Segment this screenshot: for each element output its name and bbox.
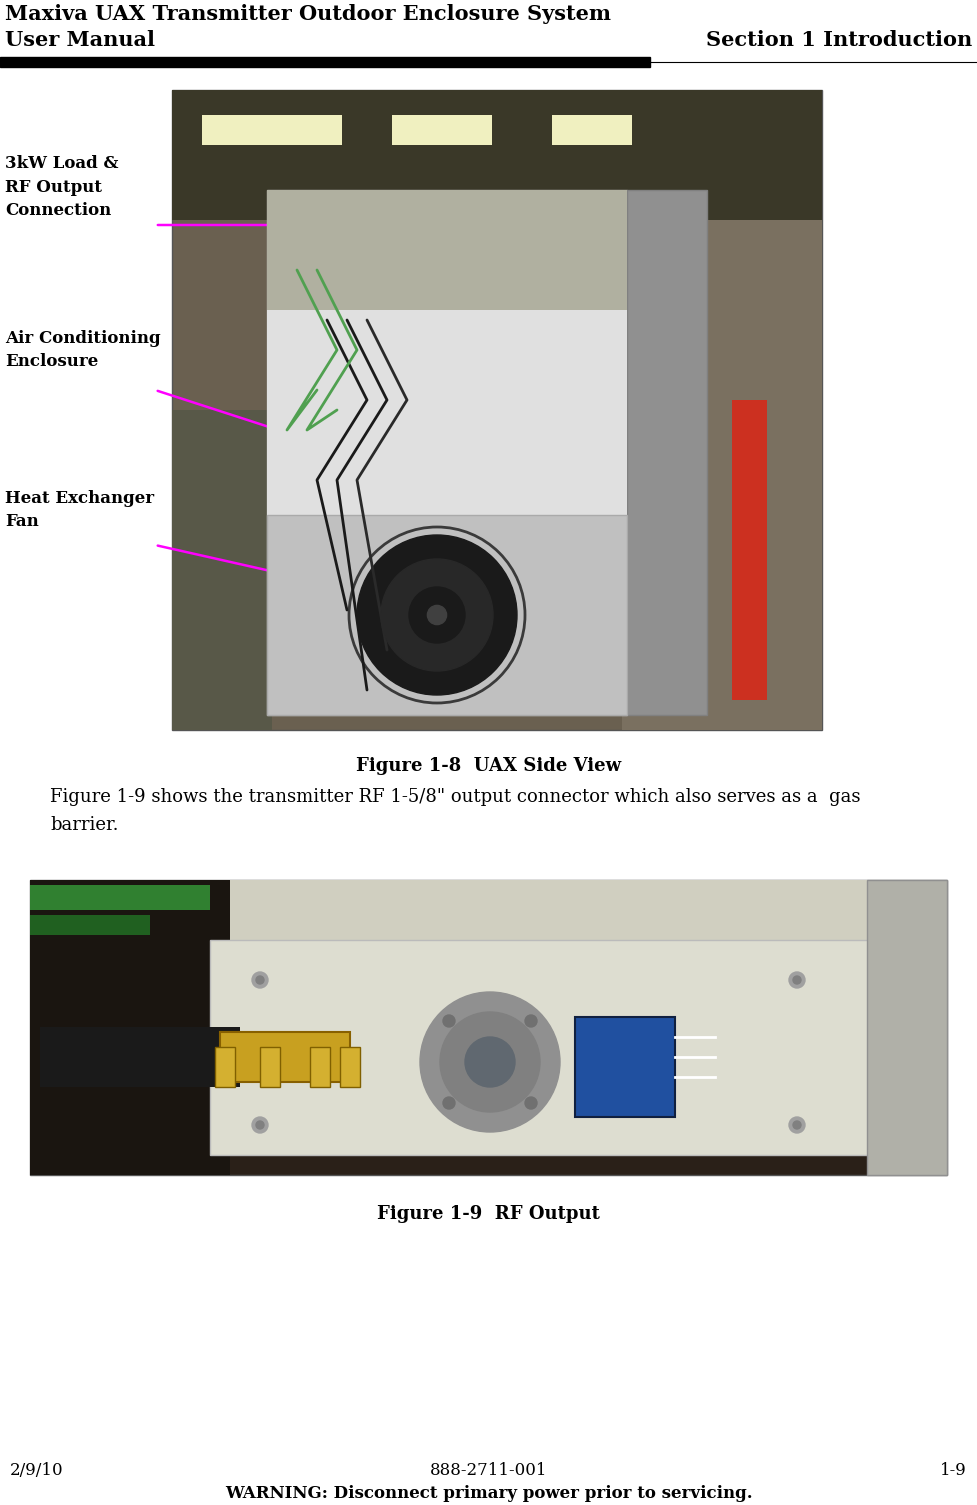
Bar [392,114,492,144]
Bar [267,190,627,715]
Text: Figure 1-8  UAX Side View: Figure 1-8 UAX Side View [356,757,621,775]
Bar [340,1047,360,1087]
Bar [215,1047,235,1087]
Bar [267,190,627,310]
Bar [867,880,947,1175]
Bar [310,1047,330,1087]
Bar [40,1026,240,1087]
Circle shape [443,1097,455,1109]
Bar [30,880,947,960]
Circle shape [793,977,801,984]
Circle shape [381,558,493,671]
Text: Section 1 Introduction: Section 1 Introduction [705,30,972,50]
Text: Figure 1-9  RF Output: Figure 1-9 RF Output [377,1206,600,1224]
Circle shape [789,972,805,987]
Circle shape [256,1121,264,1129]
Bar [220,1032,350,1082]
Bar [622,90,822,730]
Text: User Manual: User Manual [5,30,155,50]
Bar [210,941,917,1154]
Text: Air Conditioning
Enclosure: Air Conditioning Enclosure [5,330,160,370]
Text: 3kW Load &
RF Output
Connection: 3kW Load & RF Output Connection [5,155,118,220]
Circle shape [789,1117,805,1133]
Bar [0,57,650,68]
Text: Maxiva UAX Transmitter Outdoor Enclosure System: Maxiva UAX Transmitter Outdoor Enclosure… [5,5,611,24]
Circle shape [409,587,465,643]
Circle shape [525,1014,537,1026]
Circle shape [420,992,560,1132]
Circle shape [256,977,264,984]
Text: Figure 1-9 shows the transmitter RF 1-5/8" output connector which also serves as: Figure 1-9 shows the transmitter RF 1-5/… [50,789,861,807]
Text: 1-9: 1-9 [940,1461,967,1479]
Bar [172,90,822,220]
Circle shape [525,1097,537,1109]
Circle shape [465,1037,515,1087]
Bar [267,310,627,549]
Circle shape [443,1014,455,1026]
Circle shape [427,605,446,625]
Bar [575,1017,675,1117]
Bar [627,190,707,715]
Bar [30,915,150,935]
Bar [732,400,767,700]
Bar [172,90,822,730]
Bar [30,880,230,1175]
Bar [260,1047,280,1087]
Circle shape [252,1117,268,1133]
Text: WARNING: Disconnect primary power prior to servicing.: WARNING: Disconnect primary power prior … [225,1485,752,1502]
Text: 2/9/10: 2/9/10 [10,1461,64,1479]
Bar [30,880,947,1175]
Bar [172,409,272,730]
Text: 888-2711-001: 888-2711-001 [430,1461,547,1479]
Circle shape [440,1011,540,1112]
Bar [202,114,342,144]
Text: Heat Exchanger
Fan: Heat Exchanger Fan [5,491,154,530]
Text: barrier.: barrier. [50,816,118,834]
Bar [267,515,627,715]
Bar [552,114,632,144]
Bar [30,885,210,911]
Circle shape [252,972,268,987]
Circle shape [357,534,517,695]
Circle shape [793,1121,801,1129]
